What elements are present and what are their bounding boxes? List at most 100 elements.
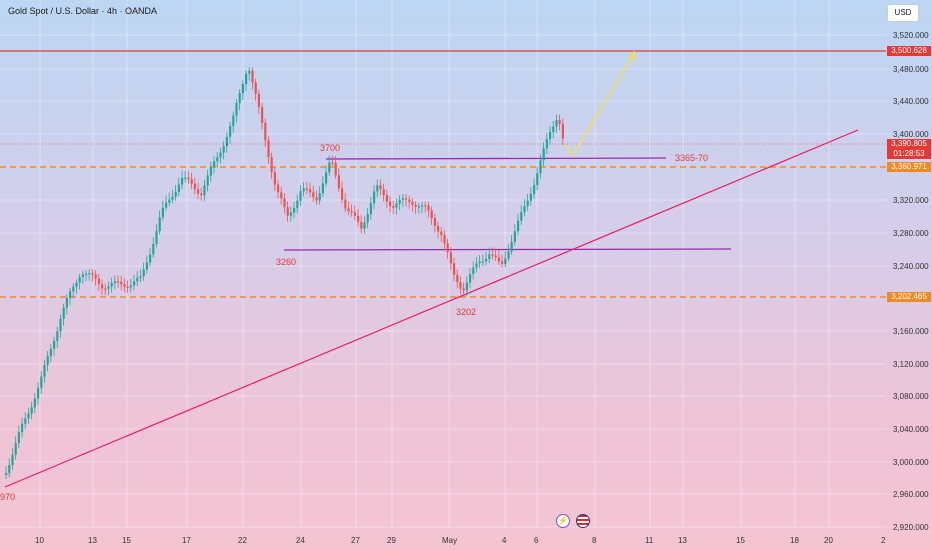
candle-body	[97, 278, 100, 285]
candle-body	[213, 161, 216, 168]
candle-body	[152, 243, 155, 255]
price-tick: 3,080.000	[893, 392, 929, 401]
candle-body	[344, 199, 347, 209]
price-tick: 3,520.000	[893, 31, 929, 40]
candle-body	[392, 205, 395, 208]
candle-body	[46, 356, 49, 365]
annotation-3202: 3202	[456, 307, 477, 317]
candle-body	[59, 318, 62, 332]
candle-body	[475, 263, 478, 268]
candle-body	[267, 140, 270, 158]
candle-body	[27, 413, 30, 419]
candle-body	[357, 215, 360, 222]
candle-body	[382, 189, 385, 196]
current-price-value: 3,390.805	[891, 139, 927, 148]
candle-body	[494, 255, 497, 258]
candle-body	[43, 364, 46, 377]
candle-body	[149, 254, 152, 263]
candle-body	[174, 191, 177, 197]
candle-body	[523, 206, 526, 213]
us-flag-icon[interactable]	[576, 514, 590, 528]
event-icons: ⚡	[556, 514, 590, 528]
candle-body	[433, 218, 436, 226]
candle-body	[286, 207, 289, 216]
candle-body	[318, 193, 321, 201]
candle-body	[273, 172, 276, 185]
candle-body	[53, 341, 56, 349]
candle-body	[504, 258, 507, 264]
candle-body	[536, 173, 539, 185]
candle-body	[280, 192, 283, 199]
price-axis[interactable]: USD	[886, 0, 932, 550]
candle-body	[85, 273, 88, 275]
candle-body	[411, 201, 414, 205]
candle-body	[430, 210, 433, 219]
candle-body	[33, 398, 36, 408]
time-label: 8	[592, 536, 597, 545]
price-tick: 3,320.000	[893, 196, 929, 205]
candle-body	[216, 157, 219, 162]
candle-body	[542, 148, 545, 161]
candle-body	[347, 208, 350, 212]
candle-body	[510, 242, 513, 252]
candle-body	[56, 331, 59, 342]
candle-body	[184, 177, 187, 179]
rising-trendline[interactable]	[4, 129, 859, 488]
candle-body	[110, 283, 113, 287]
candle-body	[533, 184, 536, 194]
candle-body	[302, 188, 305, 192]
candle-body	[376, 185, 379, 192]
price-tick: 3,280.000	[893, 229, 929, 238]
purple-line-3260[interactable]	[283, 248, 732, 251]
candle-body	[395, 203, 398, 208]
candle-body	[555, 120, 558, 127]
candle-body	[488, 254, 491, 259]
time-label: 13	[678, 536, 687, 545]
candle-body	[277, 184, 280, 193]
candle-body	[472, 267, 475, 275]
candle-body	[203, 185, 206, 196]
candle-body	[363, 222, 366, 229]
candle-body	[389, 201, 392, 206]
time-label: 2	[881, 536, 886, 545]
candle-body	[293, 207, 296, 213]
projection-path[interactable]	[564, 53, 635, 157]
candle-body	[552, 126, 555, 133]
candle-body	[245, 73, 248, 84]
candle-body	[353, 212, 356, 216]
annotation-low-970: 970	[0, 492, 16, 502]
candle-body	[385, 195, 388, 202]
candle-body	[145, 262, 148, 270]
annotation-3365-70: 3365-70	[675, 153, 709, 163]
currency-button[interactable]: USD	[887, 4, 919, 22]
candle-body	[462, 288, 465, 291]
candle-body	[200, 193, 203, 196]
time-label: 24	[296, 536, 305, 545]
candle-body	[315, 197, 318, 201]
projection-arrow-icon	[627, 50, 636, 62]
lightning-icon[interactable]: ⚡	[556, 514, 570, 528]
time-label: 15	[122, 536, 131, 545]
candle-body	[177, 184, 180, 192]
candle-body	[469, 274, 472, 283]
candle-body	[497, 257, 500, 262]
candle-body	[337, 175, 340, 189]
candle-body	[222, 146, 225, 153]
candle-body	[408, 199, 411, 202]
candle-body	[17, 432, 20, 444]
candle-body	[405, 198, 408, 200]
candle-body	[24, 418, 27, 424]
candle-body	[206, 175, 209, 186]
time-label: 17	[182, 536, 191, 545]
purple-line-3700[interactable]	[325, 157, 667, 160]
candlestick-series	[5, 67, 564, 480]
time-label: 27	[351, 536, 360, 545]
chart-title: Gold Spot / U.S. Dollar · 4h · OANDA	[8, 6, 158, 16]
candle-body	[517, 220, 520, 232]
candle-body	[558, 120, 561, 124]
price-tick: 3,160.000	[893, 327, 929, 336]
candle-body	[331, 162, 334, 164]
time-label: May	[442, 536, 458, 545]
